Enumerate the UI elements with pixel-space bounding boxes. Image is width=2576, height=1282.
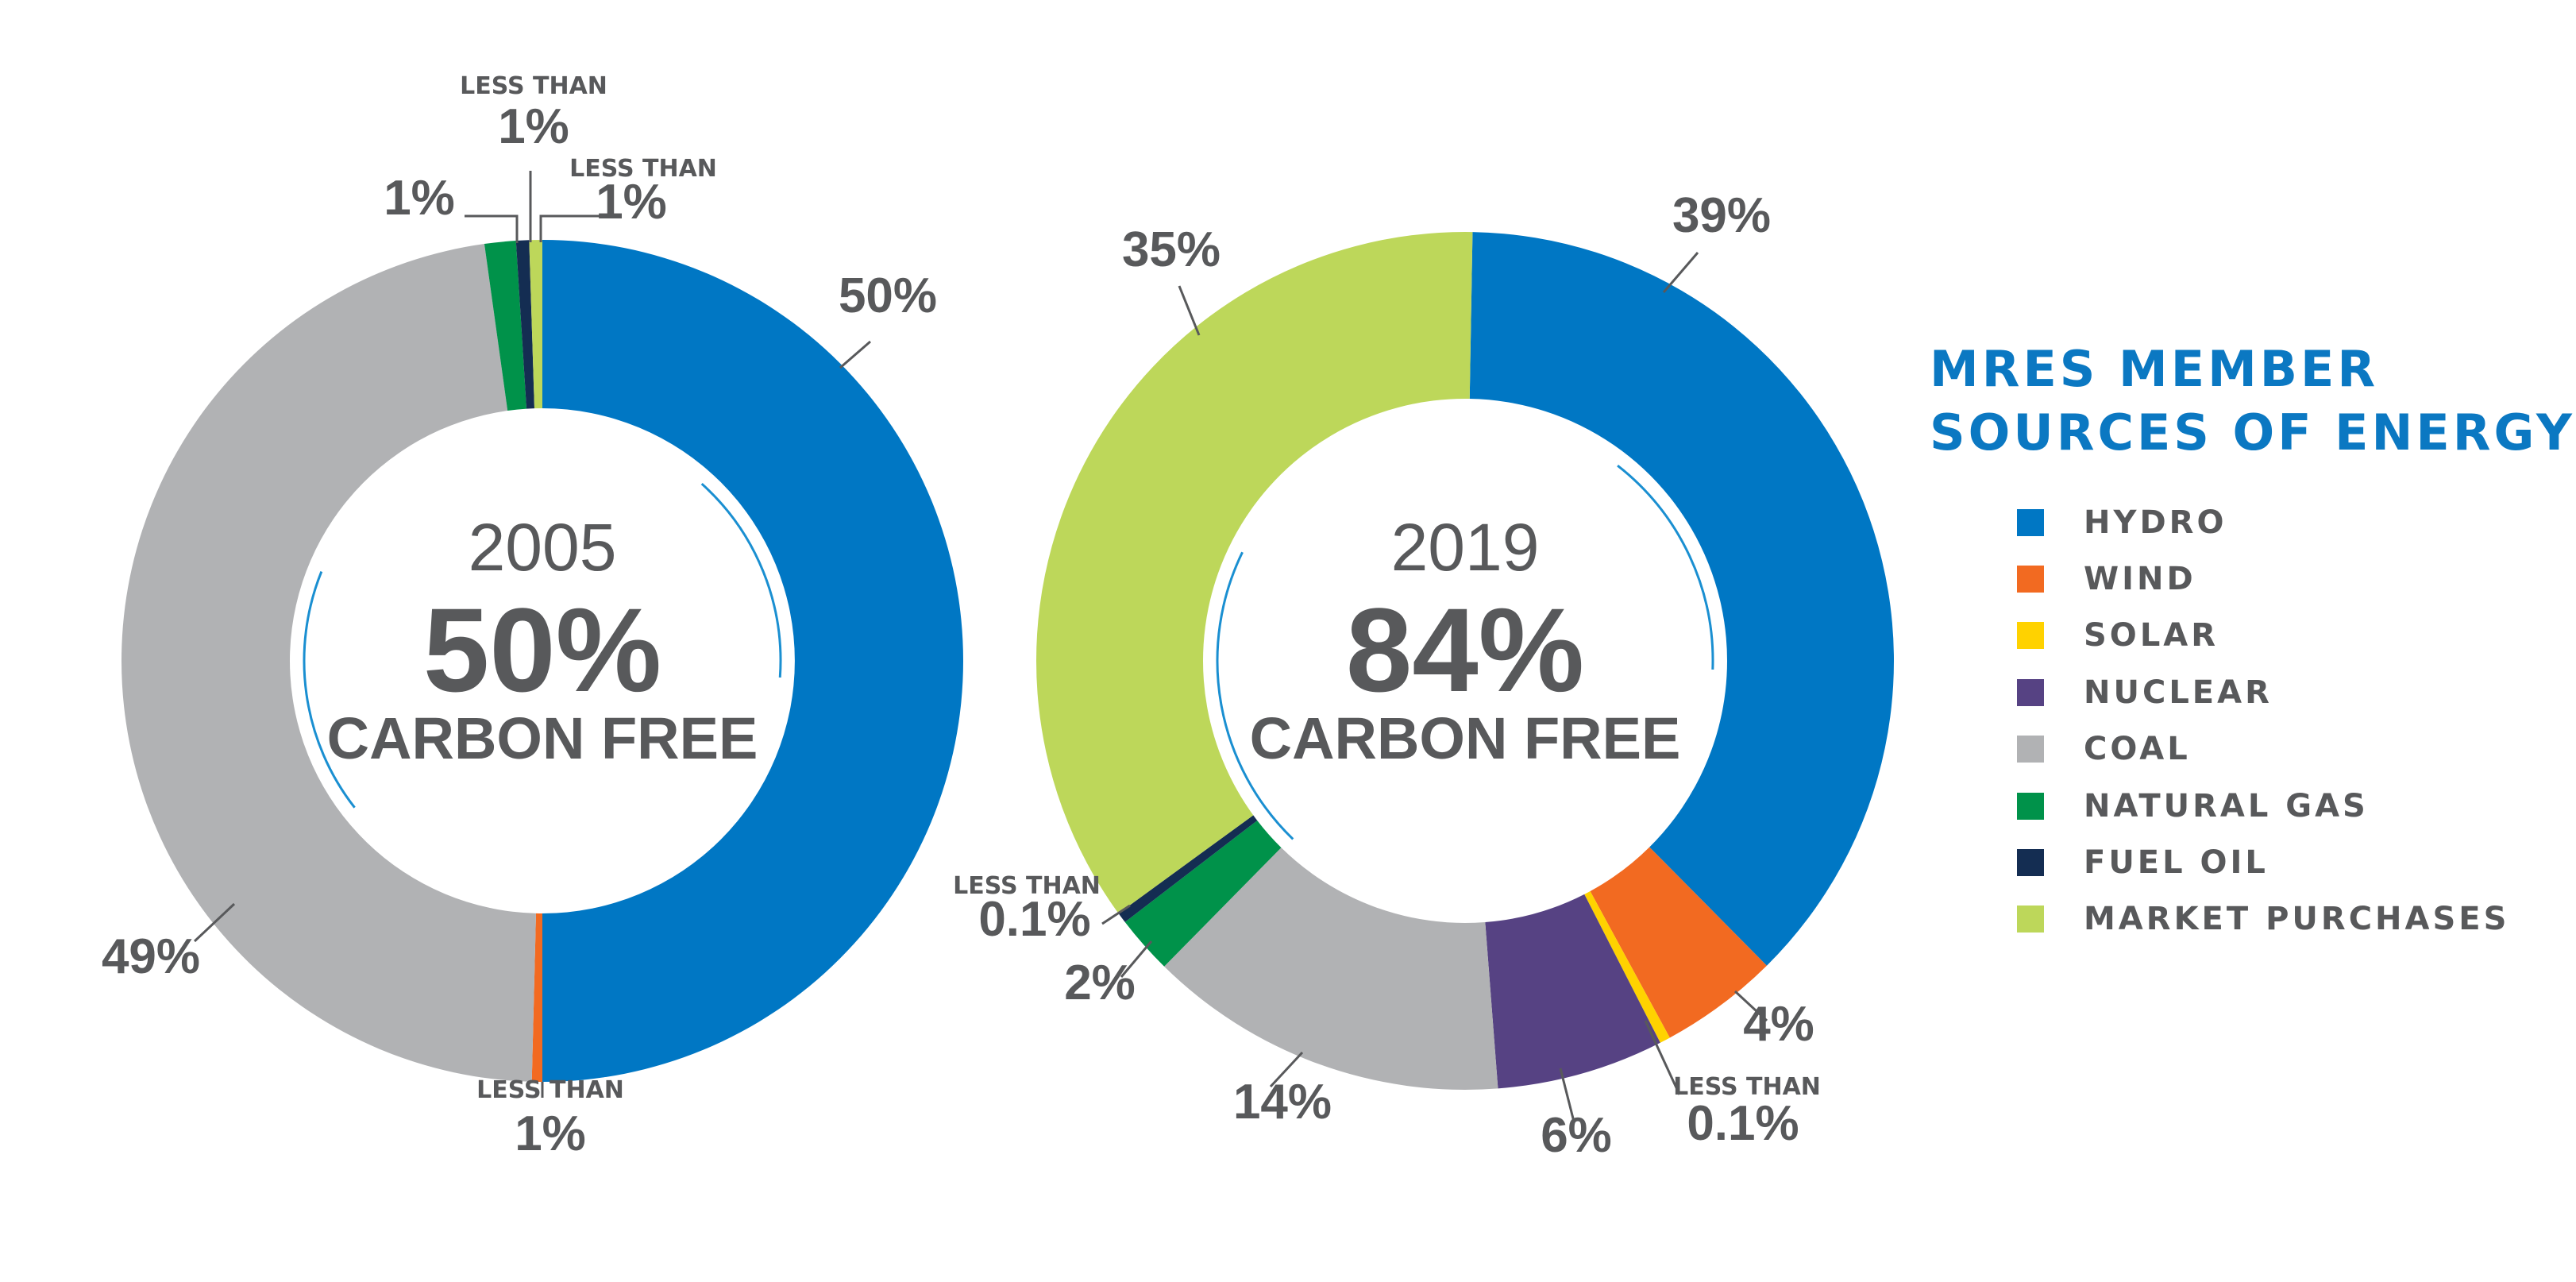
- legend-swatch: [2017, 566, 2044, 593]
- slice-market-purchases: [529, 240, 542, 409]
- slice-label: 39%: [1672, 188, 1771, 243]
- center-label: CARBON FREE: [327, 705, 758, 771]
- slice-label: 14%: [1233, 1075, 1332, 1129]
- legend-label: WIND: [2084, 561, 2196, 598]
- slice-coal: [1164, 848, 1498, 1090]
- legend: HYDRO WIND SOLAR NUCLEAR COAL NATURAL GA…: [2017, 494, 2509, 948]
- slice-label: 49%: [102, 929, 200, 984]
- legend-item-coal: COAL: [2017, 721, 2509, 778]
- slice-wind: [1590, 847, 1767, 1038]
- legend-item-nuclear: NUCLEAR: [2017, 664, 2509, 720]
- legend-item-solar: SOLAR: [2017, 608, 2509, 664]
- slice-nuclear: [1485, 894, 1660, 1089]
- legend-swatch: [2017, 622, 2044, 650]
- legend-label: HYDRO: [2084, 504, 2227, 541]
- legend-label: SOLAR: [2084, 617, 2219, 655]
- legend-item-hydro: HYDRO: [2017, 494, 2509, 550]
- legend-swatch: [2017, 678, 2044, 706]
- slice-hydro: [542, 240, 963, 1082]
- legend-title: MRES MEMBER SOURCES OF ENERGY: [1930, 338, 2575, 465]
- legend-swatch: [2017, 849, 2044, 877]
- slice-label: 0.1%: [978, 892, 1090, 947]
- slice-natural-gas: [1124, 820, 1282, 967]
- center-label: CARBON FREE: [1250, 705, 1681, 771]
- legend-title-line-2: SOURCES OF ENERGY: [1930, 404, 2575, 461]
- center-year: 2019: [1391, 510, 1540, 585]
- leader-line: [193, 902, 236, 943]
- legend-item-natural-gas: NATURAL GAS: [2017, 778, 2509, 834]
- slice-label: 50%: [839, 268, 937, 323]
- legend-item-market-purchases: MARKET PURCHASES: [2017, 891, 2509, 948]
- decor-arc: [1617, 464, 1714, 670]
- legend-title-line-1: MRES MEMBER: [1930, 340, 2379, 398]
- slice-natural-gas: [484, 241, 527, 411]
- leader-line: [1662, 252, 1699, 293]
- slice-wind: [531, 913, 542, 1082]
- legend-swatch: [2017, 508, 2044, 536]
- slice-qualifier: LESS THAN: [476, 1076, 624, 1104]
- slice-coal: [121, 244, 537, 1082]
- slice-fuel-oil: [515, 240, 535, 409]
- leader-line: [1644, 1020, 1681, 1095]
- center-value: 50%: [423, 583, 661, 716]
- leader-line: [839, 340, 871, 369]
- slice-label: 6%: [1541, 1108, 1612, 1163]
- slice-hydro: [1469, 232, 1894, 966]
- legend-swatch: [2017, 906, 2044, 933]
- decor-arc: [1216, 551, 1294, 840]
- slice-label: 1%: [596, 175, 667, 230]
- center-year: 2005: [469, 510, 617, 585]
- slice-qualifier: LESS THAN: [569, 155, 717, 183]
- legend-label: MARKET PURCHASES: [2084, 901, 2510, 938]
- leader-line: [1559, 1068, 1575, 1122]
- leader-line: [1733, 990, 1768, 1022]
- legend-label: NUCLEAR: [2084, 674, 2273, 711]
- legend-item-fuel-oil: FUEL OIL: [2017, 834, 2509, 890]
- slice-label: 4%: [1743, 997, 1814, 1052]
- slice-market-purchases: [1036, 232, 1473, 914]
- slice-solar: [1584, 890, 1670, 1043]
- leader-line: [1178, 285, 1201, 336]
- slice-fuel-oil: [1118, 815, 1258, 922]
- slice-qualifier: LESS THAN: [1673, 1073, 1821, 1101]
- leader-line: [465, 214, 519, 243]
- leader-line: [1120, 940, 1153, 978]
- slice-qualifier: LESS THAN: [460, 72, 607, 100]
- legend-label: NATURAL GAS: [2084, 787, 2369, 824]
- legend-label: COAL: [2084, 731, 2191, 768]
- legend-swatch: [2017, 736, 2044, 763]
- slice-qualifier: LESS THAN: [953, 872, 1101, 900]
- legend-swatch: [2017, 792, 2044, 820]
- legend-label: FUEL OIL: [2084, 844, 2269, 882]
- slice-label: 0.1%: [1687, 1096, 1799, 1151]
- leader-line: [539, 214, 610, 242]
- slice-label: 1%: [384, 171, 455, 226]
- leader-line: [1101, 904, 1131, 925]
- decor-arc: [303, 571, 356, 809]
- legend-item-wind: WIND: [2017, 550, 2509, 607]
- slice-label: 2%: [1064, 956, 1136, 1010]
- leader-line: [1269, 1051, 1304, 1088]
- decor-arc: [700, 482, 782, 678]
- slice-label: 1%: [515, 1106, 586, 1161]
- center-value: 84%: [1346, 583, 1584, 716]
- slice-label: 35%: [1122, 222, 1221, 277]
- slice-label: 1%: [498, 99, 569, 154]
